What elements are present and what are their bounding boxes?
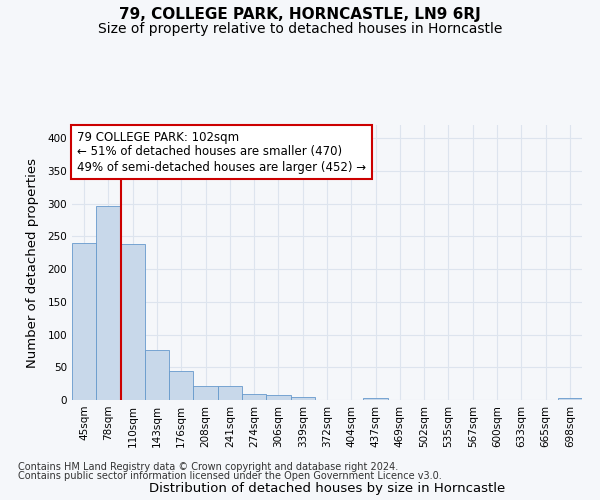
Bar [121, 244, 145, 400]
Bar [145, 350, 169, 400]
Text: Contains HM Land Registry data © Crown copyright and database right 2024.: Contains HM Land Registry data © Crown c… [18, 462, 398, 472]
Text: 79 COLLEGE PARK: 102sqm
← 51% of detached houses are smaller (470)
49% of semi-d: 79 COLLEGE PARK: 102sqm ← 51% of detache… [77, 130, 366, 174]
Bar [242, 394, 266, 400]
Bar [169, 371, 193, 400]
Y-axis label: Number of detached properties: Number of detached properties [26, 158, 39, 368]
Bar [96, 206, 121, 400]
Bar [193, 386, 218, 400]
Bar [266, 396, 290, 400]
Bar [558, 398, 582, 400]
Text: 79, COLLEGE PARK, HORNCASTLE, LN9 6RJ: 79, COLLEGE PARK, HORNCASTLE, LN9 6RJ [119, 8, 481, 22]
Bar [364, 398, 388, 400]
Bar [72, 243, 96, 400]
Text: Contains public sector information licensed under the Open Government Licence v3: Contains public sector information licen… [18, 471, 442, 481]
Bar [218, 386, 242, 400]
Text: Size of property relative to detached houses in Horncastle: Size of property relative to detached ho… [98, 22, 502, 36]
Text: Distribution of detached houses by size in Horncastle: Distribution of detached houses by size … [149, 482, 505, 495]
Bar [290, 398, 315, 400]
